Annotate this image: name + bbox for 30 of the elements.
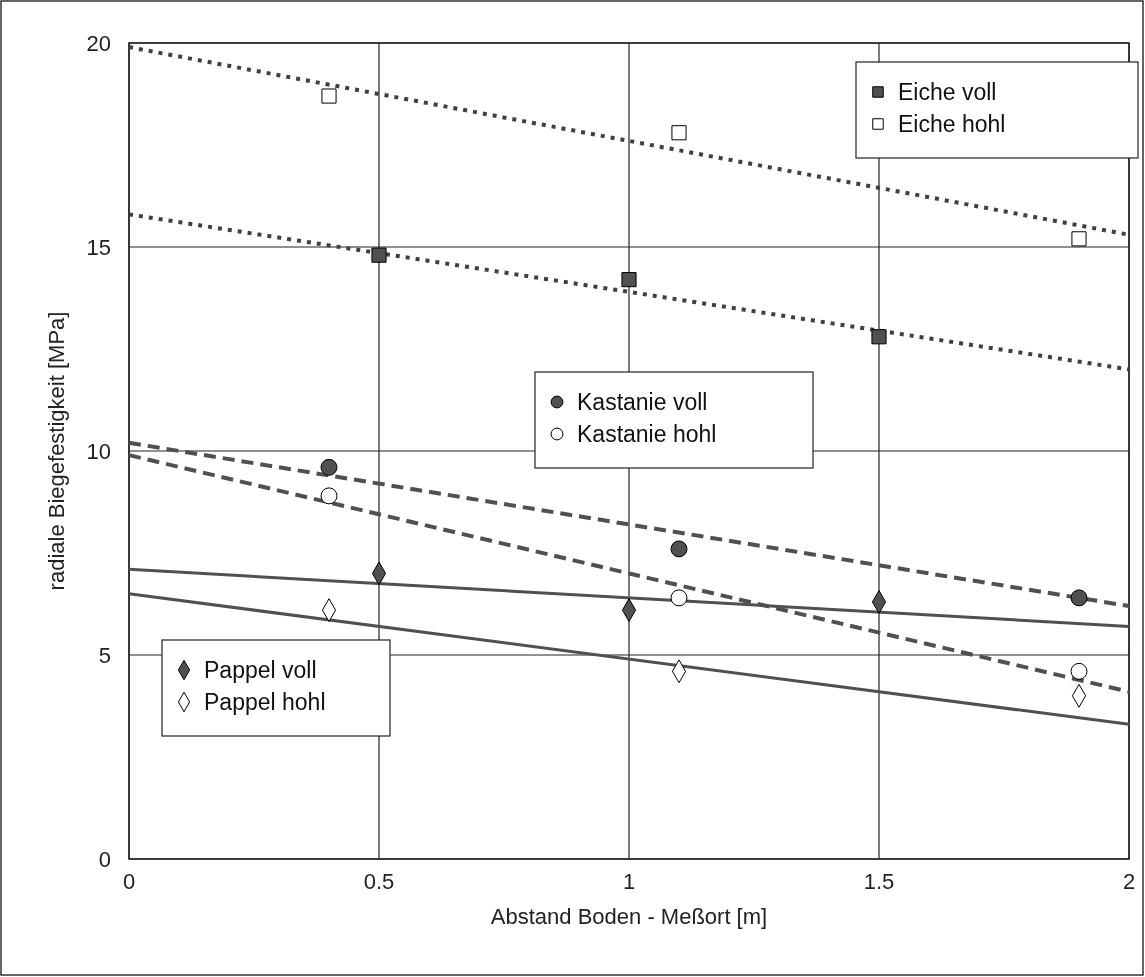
point [321, 88, 337, 104]
point [320, 487, 338, 505]
x-tick-label: 0 [122, 869, 136, 894]
y-tick-label: 0 [98, 846, 111, 872]
x-tick-label: 0.5 [363, 869, 395, 894]
point [621, 272, 637, 288]
legend-label: Eiche hohl [898, 111, 1006, 137]
y-tick-label: 10 [86, 438, 111, 464]
point [1070, 662, 1088, 680]
legend-label: Pappel hohl [204, 689, 326, 715]
point [871, 329, 887, 345]
point [371, 247, 387, 263]
x-axis-title: Abstand Boden - Meßort [m] [490, 904, 768, 929]
point [670, 589, 688, 607]
x-tick-label: 1 [622, 869, 636, 894]
point [671, 125, 687, 141]
legend-label: Kastanie hohl [577, 421, 717, 447]
point [670, 540, 688, 558]
legend-label: Kastanie voll [577, 389, 708, 415]
point [1070, 589, 1088, 607]
point [1071, 231, 1087, 247]
y-axis-title: radiale Biegefestigkeit [MPa] [44, 311, 69, 591]
x-tick-label: 2 [1122, 869, 1136, 894]
y-tick-label: 15 [86, 234, 111, 260]
legend-label: Pappel voll [204, 657, 317, 683]
y-tick-label: 20 [86, 30, 111, 56]
legend-label: Eiche voll [898, 79, 997, 105]
y-tick-label: 5 [98, 642, 111, 668]
point [320, 458, 338, 476]
x-tick-label: 1.5 [863, 869, 895, 894]
